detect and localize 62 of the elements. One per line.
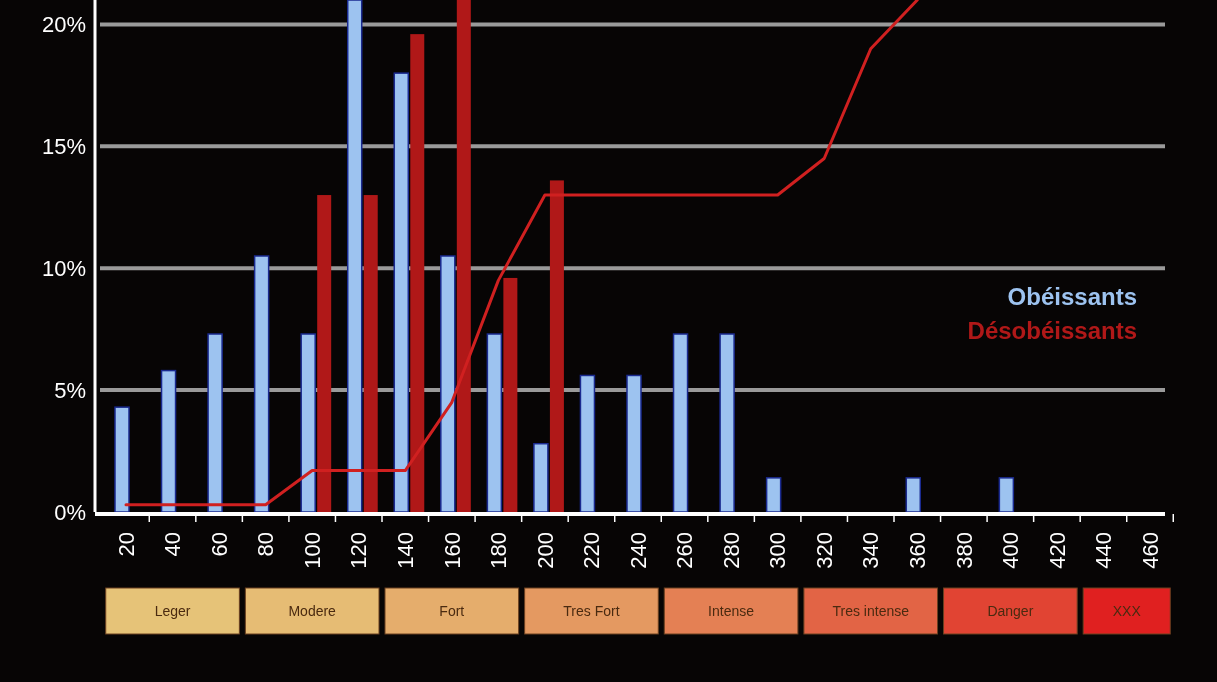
bar [253,255,270,513]
bar [456,0,471,512]
x-tick-label: 460 [1137,532,1163,569]
y-tick-label: 5% [54,377,86,403]
bar [317,195,332,512]
x-tick-label: 420 [1044,532,1070,569]
x-tick-label: 380 [951,532,977,569]
x-tick-label: 280 [718,532,744,569]
bar [905,477,922,513]
bar [300,333,316,513]
x-tick-label: 320 [811,532,837,569]
text: Intense [708,602,755,619]
bar [533,442,549,513]
x-tick-label: 160 [439,532,465,569]
bar [346,0,363,513]
x-tick-label: 80 [253,532,279,557]
bar [393,72,410,513]
x-tick-label: 200 [532,532,558,569]
x-tick-label: 340 [858,532,884,569]
x-tick-label: 400 [998,532,1024,569]
text: Tres intense [832,602,910,619]
bar [160,369,177,513]
y-tick-label: 0% [54,499,86,525]
text: Modere [288,602,337,619]
bar [410,34,425,512]
text: Désobéissants [967,317,1137,344]
bar [363,195,378,512]
x-tick-label: 260 [672,532,698,569]
y-tick-label: 15% [41,133,86,159]
bar [719,333,735,513]
text: Leger [154,602,191,619]
x-tick-label: 20 [113,532,139,557]
bar [486,333,503,513]
x-tick-label: 440 [1091,532,1117,569]
x-tick-label: 360 [904,532,930,569]
bar [114,406,130,513]
x-tick-label: 120 [346,532,372,569]
text: Obéissants [1007,283,1137,310]
x-tick-label: 140 [392,532,418,569]
bar [207,333,223,513]
line-series [124,0,919,507]
x-tick-label: 100 [299,532,325,569]
x-tick-label: 180 [486,532,512,569]
text: XXX [1112,602,1142,619]
x-tick-label: 40 [160,532,186,557]
bar [626,374,642,513]
x-tick-label: 220 [579,532,605,569]
bar [440,255,456,513]
x-tick-label: 300 [765,532,791,569]
bar [765,477,782,513]
x-tick-label: 60 [206,532,232,557]
bar [672,333,689,513]
x-tick-label: 240 [625,532,651,569]
bar [549,180,564,512]
y-tick-label: 20% [41,12,86,38]
text: Fort [439,602,465,619]
text: Tres Fort [563,602,620,619]
y-tick-label: 10% [41,255,86,281]
bar [503,277,518,512]
bar [579,374,596,513]
text: Danger [987,602,1034,619]
bar [998,477,1015,513]
